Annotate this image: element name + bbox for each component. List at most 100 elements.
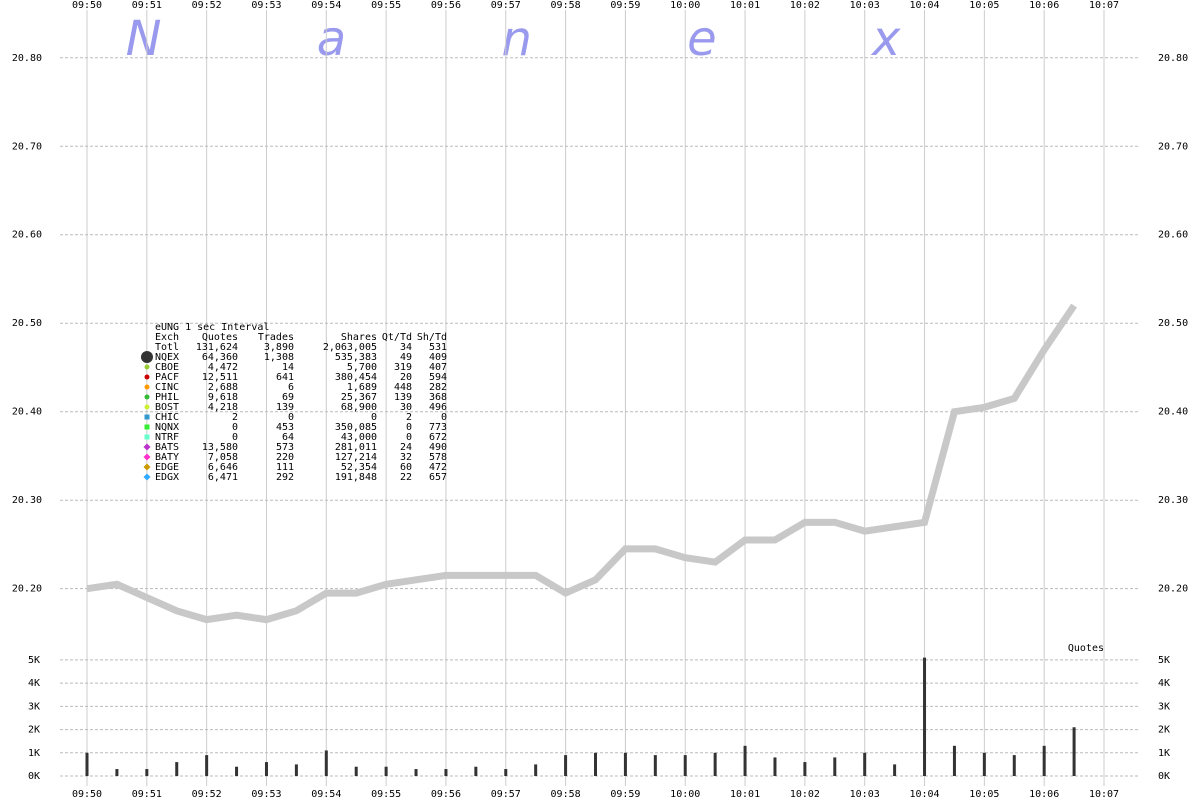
x-tick-label: 10:05 [969, 0, 999, 11]
price-line [86, 303, 1077, 624]
table-cell: 32 [400, 452, 412, 463]
table-cell: 0 [232, 422, 238, 433]
legend-marker [143, 453, 151, 461]
x-tick-label: 10:04 [909, 789, 939, 800]
quote-bar [294, 764, 298, 776]
legend-marker [144, 404, 150, 410]
quote-bar [713, 752, 717, 776]
y-tick-label: 20.30 [1158, 495, 1188, 506]
quote-bar [653, 755, 657, 776]
y-tick-label: 5K [28, 655, 40, 666]
table-cell: CHIC [155, 412, 179, 423]
y-tick-label: 4K [1158, 678, 1170, 689]
x-tick-label: 10:02 [790, 0, 820, 11]
y-tick-label: 20.80 [1158, 53, 1188, 64]
y-tick-label: 1K [28, 748, 40, 759]
table-cell: 131,624 [196, 342, 238, 353]
watermark: N a n e x [126, 11, 971, 67]
table-cell: Totl [155, 342, 179, 353]
table-cell: 368 [429, 392, 447, 403]
legend-marker [143, 463, 151, 471]
table-cell: 0 [406, 422, 412, 433]
x-tick-label: 10:00 [670, 789, 700, 800]
y-tick-label: 20.40 [12, 407, 42, 418]
y-tick-label: 0K [28, 771, 40, 782]
table-cell: 0 [441, 412, 447, 423]
x-tick-label: 09:52 [192, 789, 222, 800]
legend-marker [143, 473, 151, 481]
y-tick-label: 20.70 [1158, 141, 1188, 152]
quote-bar [623, 752, 627, 776]
table-cell: 25,367 [341, 392, 377, 403]
y-tick-label: 20.70 [12, 141, 42, 152]
legend-marker [144, 414, 150, 420]
quote-bar [1072, 727, 1076, 776]
quote-bar [354, 766, 358, 776]
table-cell: 0 [371, 412, 377, 423]
x-tick-label: 09:59 [610, 789, 640, 800]
x-tick-label: 09:50 [72, 789, 102, 800]
quote-bar [205, 755, 209, 776]
x-tick-label: 09:59 [610, 0, 640, 11]
y-tick-label: 20.50 [1158, 318, 1188, 329]
quote-bar [773, 757, 777, 776]
x-tick-label: 09:51 [132, 0, 162, 11]
table-cell: PHIL [155, 392, 179, 403]
table-cell: 292 [276, 472, 294, 483]
table-cell: 34 [400, 342, 412, 353]
table-cell: 0 [406, 432, 412, 443]
x-tick-label: 10:00 [670, 0, 700, 11]
y-tick-label: 2K [1158, 725, 1170, 736]
table-cell: 453 [276, 422, 294, 433]
table-cell: 191,848 [335, 472, 377, 483]
legend-marker [144, 394, 150, 400]
table-cell: 535,383 [335, 352, 377, 363]
quote-bar [833, 757, 837, 776]
table-cell: 573 [276, 442, 294, 453]
table-header: Trades [258, 332, 294, 343]
x-tick-label: 09:53 [251, 789, 281, 800]
table-cell: 4,472 [208, 362, 238, 373]
quote-bar [235, 766, 239, 776]
table-cell: 3,890 [264, 342, 294, 353]
table-cell: 2 [232, 412, 238, 423]
table-cell: NQEX [155, 352, 179, 363]
table-header: Quotes [202, 332, 238, 343]
y-tick-label: 20.50 [12, 318, 42, 329]
y-tick-label: 20.20 [12, 584, 42, 595]
x-tick-label: 10:01 [730, 0, 760, 11]
x-tick-label: 09:53 [251, 0, 281, 11]
table-cell: 409 [429, 352, 447, 363]
x-tick-label: 09:58 [551, 0, 581, 11]
table-cell: NTRF [155, 432, 179, 443]
table-cell: 139 [276, 402, 294, 413]
table-cell: 0 [288, 412, 294, 423]
quote-bar [683, 755, 687, 776]
quote-bar [85, 752, 89, 776]
quote-bar [952, 745, 956, 776]
quote-bar [324, 750, 328, 776]
y-tick-label: 3K [1158, 701, 1170, 712]
table-cell: 220 [276, 452, 294, 463]
table-cell: 1,308 [264, 352, 294, 363]
table-cell: 641 [276, 372, 294, 383]
x-tick-label: 10:04 [909, 0, 939, 11]
x-tick-label: 09:57 [491, 789, 521, 800]
table-cell: 49 [400, 352, 412, 363]
x-tick-label: 10:07 [1089, 789, 1119, 800]
y-tick-label: 20.60 [12, 230, 42, 241]
y-tick-label: 4K [28, 678, 40, 689]
table-cell: BOST [155, 402, 179, 413]
table-cell: NQNX [155, 422, 179, 433]
quote-bar [444, 769, 448, 776]
table-cell: 4,218 [208, 402, 238, 413]
quote-bar [264, 762, 268, 776]
x-tick-label: 09:51 [132, 789, 162, 800]
table-cell: 2 [406, 412, 412, 423]
x-tick-label: 09:57 [491, 0, 521, 11]
table-cell: 139 [394, 392, 412, 403]
x-tick-label: 10:06 [1029, 0, 1059, 11]
x-tick-label: 09:56 [431, 0, 461, 11]
